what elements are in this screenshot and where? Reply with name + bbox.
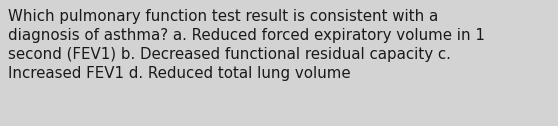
Text: Which pulmonary function test result is consistent with a
diagnosis of asthma? a: Which pulmonary function test result is … <box>8 9 485 81</box>
